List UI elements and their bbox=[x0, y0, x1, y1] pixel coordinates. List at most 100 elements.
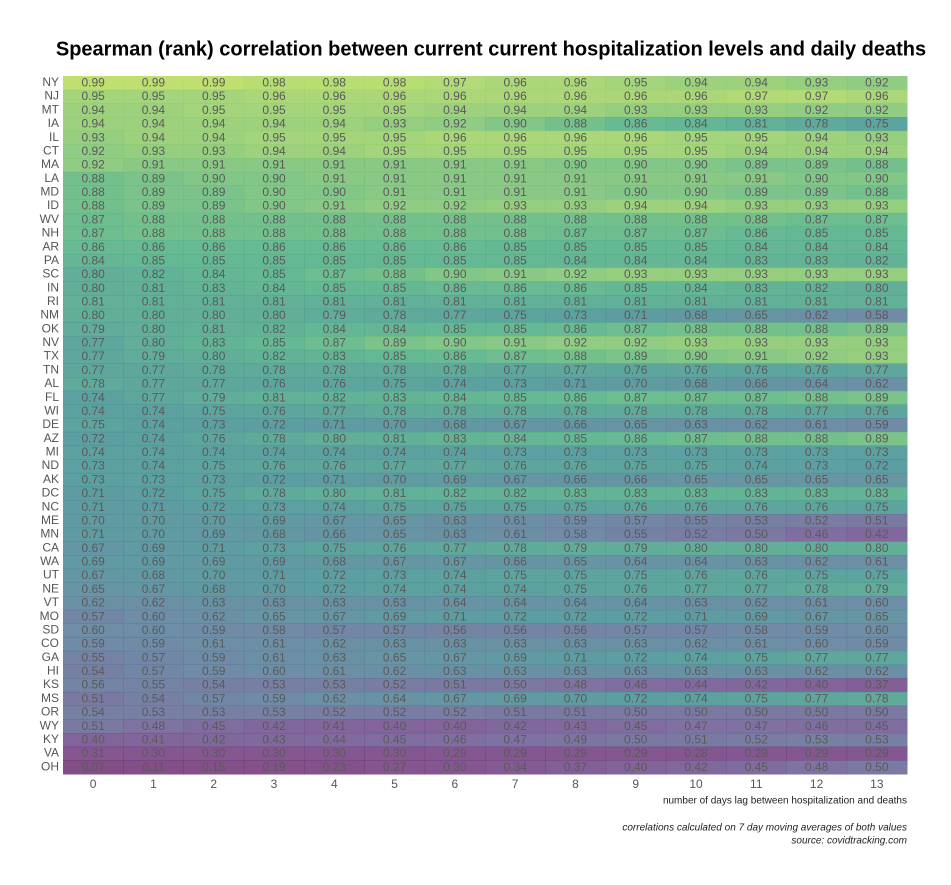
heat-cell bbox=[364, 500, 426, 515]
heat-cell bbox=[364, 527, 426, 542]
heat-cell bbox=[243, 527, 305, 542]
heat-cell bbox=[63, 500, 124, 515]
cell-label: 0.88 bbox=[745, 212, 769, 226]
cell-label: 0.63 bbox=[443, 664, 467, 678]
heat-cell bbox=[304, 294, 365, 310]
heat-cell bbox=[485, 500, 546, 515]
cell-label: 0.74 bbox=[142, 431, 166, 445]
cell-label: 0.77 bbox=[805, 404, 829, 418]
cell-label: 0.63 bbox=[323, 650, 347, 664]
cell-label: 0.72 bbox=[624, 650, 648, 664]
heat-cell bbox=[665, 486, 727, 501]
cell-label: 0.85 bbox=[383, 349, 407, 363]
heat-cell bbox=[424, 336, 486, 351]
cell-label: 0.77 bbox=[142, 390, 166, 404]
heat-cell bbox=[304, 609, 365, 624]
heat-cell bbox=[545, 171, 607, 186]
cell-label: 0.70 bbox=[383, 418, 407, 432]
heat-cell bbox=[846, 486, 908, 501]
cell-label: 0.89 bbox=[202, 199, 226, 213]
cell-label: 0.92 bbox=[383, 199, 407, 213]
cell-label: 0.43 bbox=[262, 732, 286, 746]
heat-cell bbox=[846, 117, 908, 132]
heat-cell bbox=[846, 664, 908, 679]
heat-cell bbox=[665, 719, 727, 734]
cell-label: 0.07 bbox=[81, 760, 105, 774]
cell-label: 0.87 bbox=[624, 226, 648, 240]
cell-label: 0.88 bbox=[81, 185, 105, 199]
cell-label: 0.71 bbox=[684, 609, 708, 623]
cell-label: 0.94 bbox=[805, 144, 829, 158]
cell-label: 0.64 bbox=[443, 596, 467, 610]
heat-cell bbox=[485, 609, 546, 624]
cell-label: 0.60 bbox=[81, 623, 105, 637]
heat-cell bbox=[665, 596, 727, 611]
heat-cell bbox=[424, 541, 486, 556]
cell-label: 0.91 bbox=[383, 185, 407, 199]
heat-cell bbox=[605, 760, 667, 775]
heat-cell bbox=[243, 377, 305, 392]
heat-cell bbox=[424, 349, 486, 364]
cell-label: 0.96 bbox=[624, 130, 648, 144]
cell-label: 0.76 bbox=[684, 363, 708, 377]
cell-label: 0.90 bbox=[684, 158, 708, 172]
heat-cell bbox=[786, 445, 848, 460]
cell-label: 0.74 bbox=[142, 404, 166, 418]
cell-label: 0.81 bbox=[684, 294, 708, 308]
heat-cell bbox=[786, 719, 848, 734]
heat-cell bbox=[605, 253, 667, 269]
heat-cell bbox=[846, 582, 908, 597]
cell-label: 0.85 bbox=[624, 240, 648, 254]
heat-cell bbox=[183, 459, 245, 474]
cell-label: 0.71 bbox=[202, 541, 226, 555]
cell-label: 0.93 bbox=[383, 117, 407, 131]
row-label: MT bbox=[42, 102, 60, 116]
cell-label: 0.82 bbox=[865, 253, 889, 267]
heat-cell bbox=[424, 678, 486, 693]
heat-cell bbox=[786, 240, 848, 255]
cell-label: 0.72 bbox=[262, 418, 286, 432]
heat-cell bbox=[665, 404, 727, 419]
cell-label: 0.95 bbox=[262, 130, 286, 144]
cell-label: 0.94 bbox=[684, 199, 708, 213]
cell-label: 0.54 bbox=[142, 691, 166, 705]
heat-cell bbox=[545, 445, 607, 460]
cell-label: 0.69 bbox=[503, 650, 527, 664]
row-label: MN bbox=[40, 527, 59, 541]
heat-cell bbox=[605, 377, 667, 392]
heat-cell bbox=[364, 185, 426, 200]
row-label: CT bbox=[43, 143, 60, 157]
cell-label: 0.71 bbox=[81, 500, 105, 514]
cell-label: 0.88 bbox=[383, 226, 407, 240]
heat-cell bbox=[304, 130, 365, 145]
cell-label: 0.81 bbox=[202, 294, 226, 308]
heat-cell bbox=[605, 678, 667, 693]
cell-label: 0.84 bbox=[383, 322, 407, 336]
cell-label: 0.94 bbox=[323, 117, 347, 131]
heat-cell bbox=[183, 568, 245, 583]
heat-cell bbox=[63, 89, 124, 104]
heat-cell bbox=[545, 212, 607, 228]
cell-label: 0.91 bbox=[323, 199, 347, 213]
heat-cell bbox=[605, 568, 667, 583]
cell-label: 0.19 bbox=[262, 760, 286, 774]
heat-cell bbox=[786, 336, 848, 351]
cell-label: 0.52 bbox=[323, 705, 347, 719]
cell-label: 0.98 bbox=[262, 76, 286, 90]
heat-cell bbox=[485, 89, 546, 104]
heat-cell bbox=[63, 732, 124, 748]
cell-label: 0.73 bbox=[81, 472, 105, 486]
cell-label: 0.88 bbox=[745, 322, 769, 336]
heat-cell bbox=[605, 267, 667, 282]
cell-label: 0.78 bbox=[503, 404, 527, 418]
cell-label: 0.86 bbox=[323, 240, 347, 254]
heat-cell bbox=[726, 486, 787, 501]
cell-label: 0.77 bbox=[383, 459, 407, 473]
heat-cell bbox=[364, 678, 426, 693]
cell-label: 0.78 bbox=[745, 404, 769, 418]
cell-label: 0.73 bbox=[564, 308, 588, 322]
cell-label: 0.79 bbox=[202, 390, 226, 404]
cell-label: 0.95 bbox=[202, 89, 226, 103]
heat-cell bbox=[665, 650, 727, 666]
